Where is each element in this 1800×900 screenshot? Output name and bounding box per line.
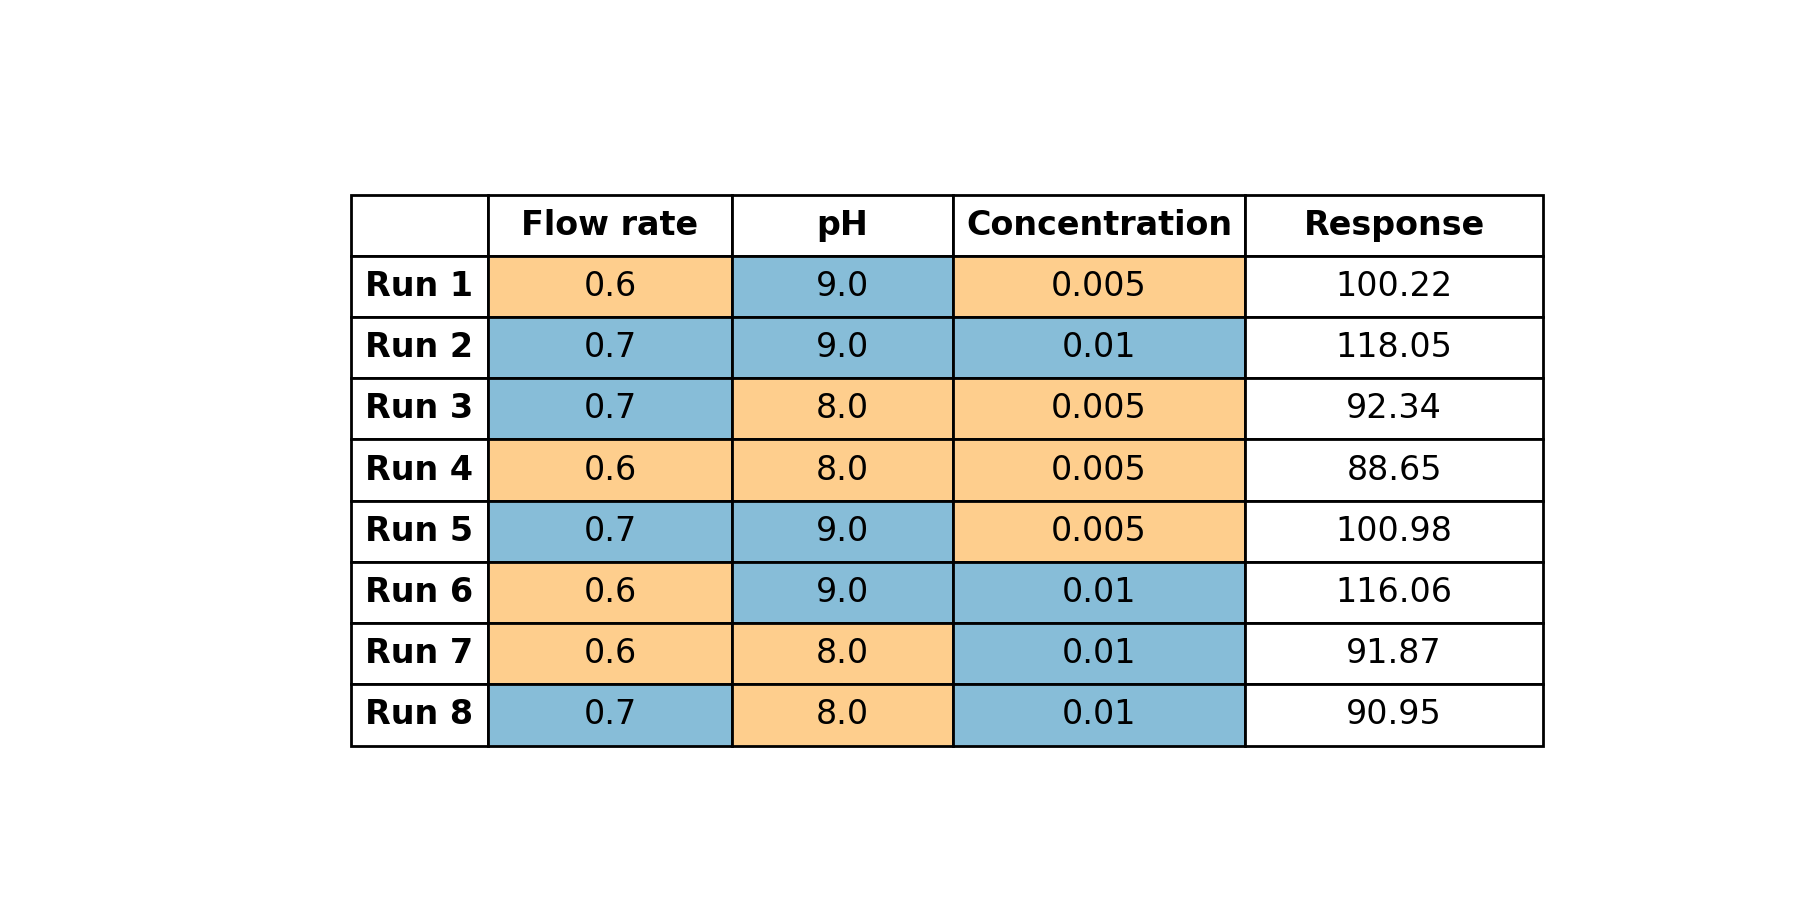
Text: 0.6: 0.6	[583, 576, 637, 609]
Text: 90.95: 90.95	[1346, 698, 1442, 732]
Bar	[1246, 256, 1543, 317]
Bar	[733, 439, 952, 500]
Bar	[488, 256, 733, 317]
Bar	[488, 194, 733, 256]
Text: Run 4: Run 4	[365, 454, 473, 487]
Bar	[488, 623, 733, 684]
Text: Response: Response	[1303, 209, 1485, 242]
Bar	[952, 256, 1246, 317]
Bar	[952, 500, 1246, 562]
Bar	[488, 500, 733, 562]
Text: Run 6: Run 6	[365, 576, 473, 609]
Bar	[733, 500, 952, 562]
Bar	[733, 562, 952, 623]
Bar	[733, 684, 952, 745]
Text: 92.34: 92.34	[1346, 392, 1442, 426]
Text: Run 5: Run 5	[365, 515, 473, 548]
Bar	[952, 684, 1246, 745]
Text: 0.005: 0.005	[1051, 515, 1147, 548]
Text: 0.01: 0.01	[1062, 576, 1136, 609]
Bar	[488, 439, 733, 500]
Text: Run 8: Run 8	[365, 698, 473, 732]
Bar	[733, 378, 952, 439]
Bar	[351, 378, 488, 439]
Text: 0.01: 0.01	[1062, 331, 1136, 364]
Text: 0.7: 0.7	[583, 392, 637, 426]
Text: 8.0: 8.0	[815, 392, 869, 426]
Bar	[1246, 439, 1543, 500]
Text: 100.98: 100.98	[1336, 515, 1453, 548]
Text: Concentration: Concentration	[967, 209, 1231, 242]
Text: 9.0: 9.0	[815, 331, 869, 364]
Text: Run 2: Run 2	[365, 331, 473, 364]
Text: 91.87: 91.87	[1346, 637, 1442, 670]
Text: Run 7: Run 7	[365, 637, 473, 670]
Bar	[1246, 378, 1543, 439]
Text: 0.005: 0.005	[1051, 454, 1147, 487]
Bar	[1246, 684, 1543, 745]
Text: 116.06: 116.06	[1336, 576, 1453, 609]
Bar	[488, 684, 733, 745]
Bar	[351, 317, 488, 378]
Bar	[351, 684, 488, 745]
Bar	[733, 623, 952, 684]
Bar	[1246, 194, 1543, 256]
Text: 0.7: 0.7	[583, 331, 637, 364]
Text: 8.0: 8.0	[815, 698, 869, 732]
Text: 9.0: 9.0	[815, 515, 869, 548]
Text: 0.01: 0.01	[1062, 698, 1136, 732]
Bar	[351, 623, 488, 684]
Text: 9.0: 9.0	[815, 576, 869, 609]
Text: 0.6: 0.6	[583, 454, 637, 487]
Bar	[733, 256, 952, 317]
Text: 118.05: 118.05	[1336, 331, 1453, 364]
Bar	[351, 194, 488, 256]
Text: 8.0: 8.0	[815, 454, 869, 487]
Text: 9.0: 9.0	[815, 270, 869, 303]
Text: Flow rate: Flow rate	[522, 209, 698, 242]
Text: 0.7: 0.7	[583, 515, 637, 548]
Text: pH: pH	[817, 209, 868, 242]
Text: 0.01: 0.01	[1062, 637, 1136, 670]
Bar	[351, 562, 488, 623]
Bar	[733, 317, 952, 378]
Text: 0.005: 0.005	[1051, 392, 1147, 426]
Bar	[351, 439, 488, 500]
Text: 8.0: 8.0	[815, 637, 869, 670]
Text: Run 3: Run 3	[365, 392, 473, 426]
Text: Run 1: Run 1	[365, 270, 473, 303]
Text: 100.22: 100.22	[1336, 270, 1453, 303]
Bar	[1246, 500, 1543, 562]
Bar	[1246, 317, 1543, 378]
Text: 88.65: 88.65	[1346, 454, 1442, 487]
Bar	[952, 439, 1246, 500]
Text: 0.6: 0.6	[583, 270, 637, 303]
Bar	[733, 194, 952, 256]
Bar	[488, 562, 733, 623]
Bar	[488, 378, 733, 439]
Bar	[952, 194, 1246, 256]
Bar	[351, 500, 488, 562]
Bar	[351, 256, 488, 317]
Text: 0.7: 0.7	[583, 698, 637, 732]
Bar	[1246, 623, 1543, 684]
Bar	[952, 378, 1246, 439]
Bar	[952, 562, 1246, 623]
Bar	[1246, 562, 1543, 623]
Bar	[488, 317, 733, 378]
Bar	[952, 317, 1246, 378]
Text: 0.005: 0.005	[1051, 270, 1147, 303]
Text: 0.6: 0.6	[583, 637, 637, 670]
Bar	[952, 623, 1246, 684]
